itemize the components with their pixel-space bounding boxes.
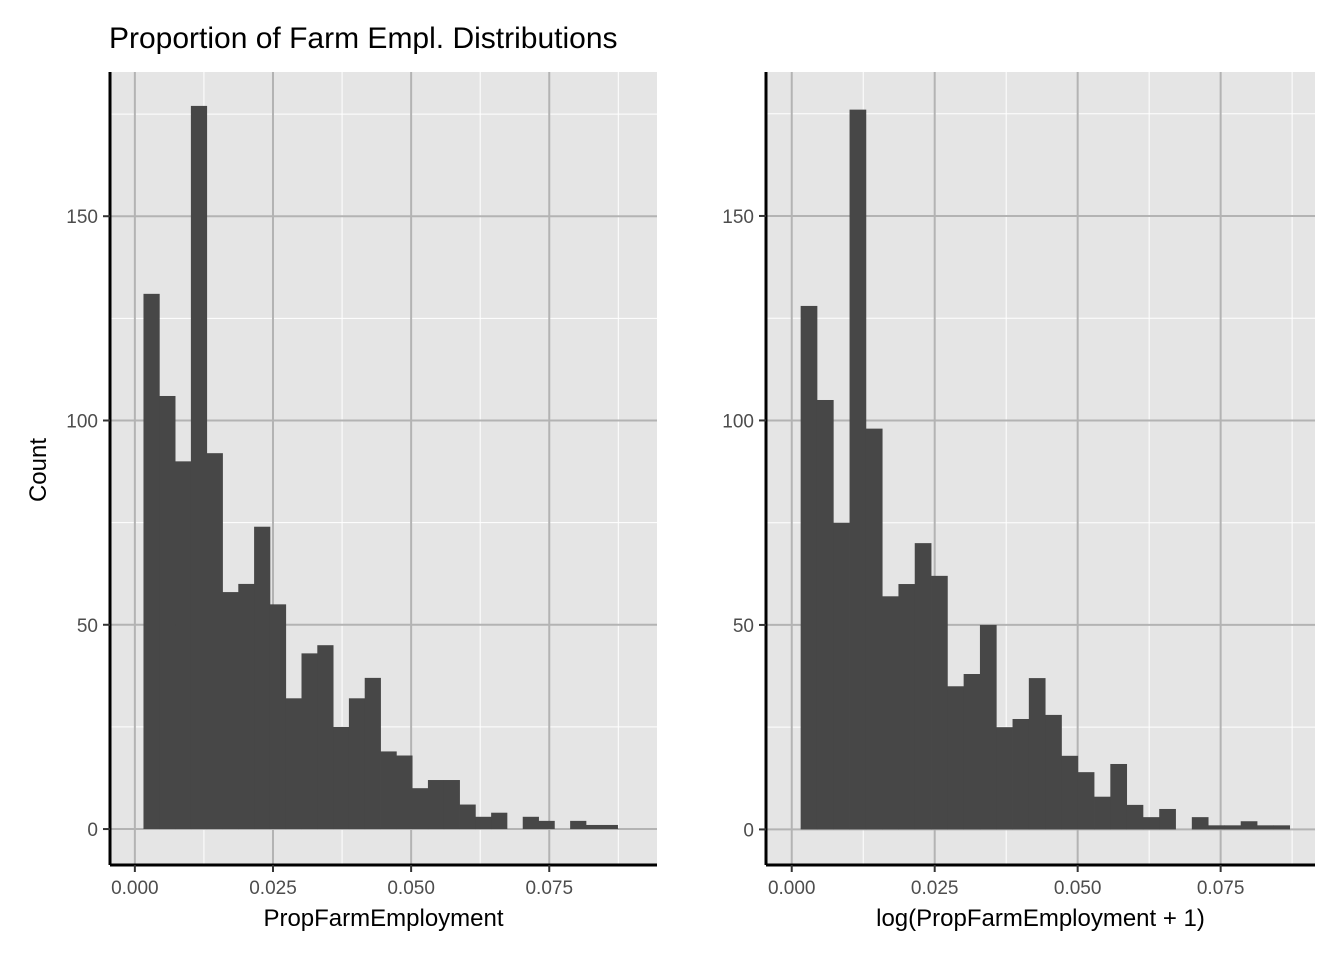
y-tick-label: 100 bbox=[722, 411, 754, 432]
x-tick-label: 0.050 bbox=[1054, 878, 1102, 899]
histogram-bar bbox=[979, 624, 997, 830]
histogram-bar bbox=[159, 395, 176, 830]
y-tick-label: 150 bbox=[66, 207, 98, 228]
histogram-bar bbox=[996, 727, 1013, 830]
histogram-bar bbox=[1126, 804, 1144, 830]
histogram-bar bbox=[475, 816, 492, 830]
histogram-bar bbox=[285, 698, 302, 830]
histogram-bar bbox=[865, 428, 883, 830]
histogram-bar bbox=[538, 820, 555, 830]
histogram-bar bbox=[348, 698, 366, 830]
histogram-bar bbox=[833, 522, 850, 830]
histogram-bar bbox=[380, 751, 397, 830]
y-tick-label: 50 bbox=[77, 616, 98, 637]
histogram-bar bbox=[1061, 755, 1079, 830]
histogram-bar bbox=[206, 453, 223, 830]
histogram-bar bbox=[601, 824, 618, 830]
figure-title: Proportion of Farm Empl. Distributions bbox=[109, 22, 618, 55]
histogram-bar bbox=[1110, 763, 1128, 830]
histogram-bar bbox=[1159, 808, 1176, 830]
histogram-bar bbox=[1028, 678, 1046, 830]
histogram-bar bbox=[333, 726, 350, 830]
histogram-bar bbox=[849, 109, 867, 830]
histogram-bar bbox=[459, 804, 476, 830]
histogram-bar bbox=[570, 820, 587, 830]
histogram-bar bbox=[143, 293, 160, 830]
histogram-bar bbox=[238, 583, 255, 830]
histogram-bar bbox=[1094, 796, 1111, 830]
x-axis-label: log(PropFarmEmployment + 1) bbox=[876, 905, 1205, 932]
histogram-bar bbox=[412, 788, 429, 830]
histogram-bar bbox=[491, 812, 508, 830]
histogram-bar bbox=[427, 780, 445, 830]
x-tick-label: 0.025 bbox=[911, 878, 959, 899]
x-axis-label: PropFarmEmployment bbox=[263, 905, 503, 932]
x-tick-label: 0.075 bbox=[1197, 878, 1245, 899]
histogram-bar bbox=[269, 604, 287, 830]
x-tick-label: 0.000 bbox=[111, 878, 159, 899]
y-tick-label: 100 bbox=[66, 411, 98, 432]
histogram-bar bbox=[254, 526, 271, 830]
histogram-bar bbox=[1191, 817, 1209, 830]
histogram-bar bbox=[1273, 825, 1291, 830]
histogram-bar bbox=[947, 686, 965, 830]
histogram-bar bbox=[914, 543, 932, 830]
histogram-bar bbox=[816, 399, 834, 830]
histogram-bar bbox=[1142, 817, 1160, 830]
x-tick-label: 0.050 bbox=[387, 878, 435, 899]
histogram-bar bbox=[301, 653, 318, 830]
histogram-bar bbox=[1240, 821, 1258, 830]
histogram-bar bbox=[585, 824, 603, 830]
histogram-bar bbox=[1077, 772, 1095, 830]
histogram-bar bbox=[1257, 825, 1274, 830]
histogram-bar bbox=[175, 461, 192, 830]
histogram-bar bbox=[800, 305, 818, 830]
histogram-bar bbox=[1208, 825, 1225, 830]
y-tick-label: 0 bbox=[87, 820, 98, 841]
histogram-bar bbox=[222, 592, 239, 830]
histogram-bar bbox=[1224, 825, 1242, 830]
histogram-bar bbox=[1012, 718, 1030, 830]
y-tick-label: 0 bbox=[743, 820, 754, 841]
x-tick-label: 0.075 bbox=[525, 878, 573, 899]
histogram-bar bbox=[317, 645, 334, 830]
x-tick-label: 0.000 bbox=[768, 878, 816, 899]
histogram-bar bbox=[190, 105, 208, 830]
histogram-bar bbox=[364, 677, 381, 830]
histogram-bar bbox=[443, 780, 460, 830]
histogram-bar bbox=[931, 575, 948, 830]
histogram-bar bbox=[396, 755, 413, 830]
y-tick-label: 150 bbox=[722, 207, 754, 228]
y-tick-label: 50 bbox=[733, 616, 754, 637]
histogram-bar bbox=[1045, 714, 1062, 830]
histogram-bar bbox=[882, 596, 899, 830]
x-tick-label: 0.025 bbox=[249, 878, 297, 899]
histogram-bar bbox=[963, 674, 981, 830]
histogram-bar bbox=[898, 584, 916, 830]
histogram-bar bbox=[522, 816, 539, 830]
